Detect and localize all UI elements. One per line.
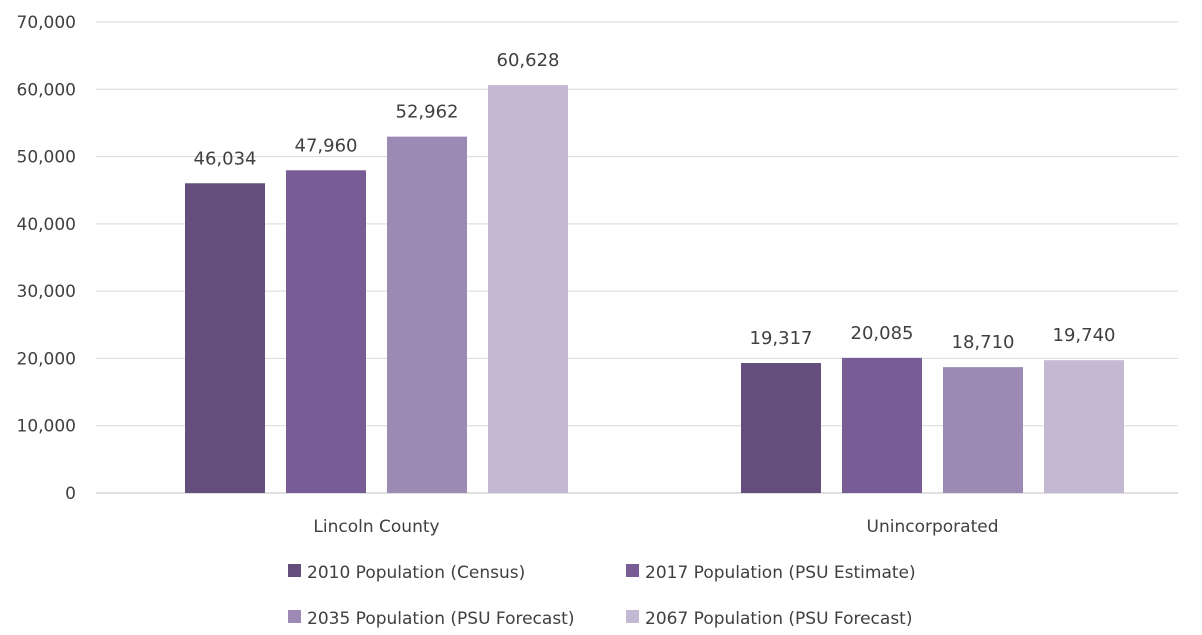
x-axis-categories: Lincoln County Unincorporated bbox=[313, 517, 998, 537]
legend-label: 2035 Population (PSU Forecast) bbox=[307, 609, 574, 629]
data-label: 46,034 bbox=[194, 148, 257, 169]
legend-swatch bbox=[288, 610, 301, 623]
legend-swatch bbox=[626, 610, 639, 623]
data-label: 47,960 bbox=[295, 135, 358, 156]
legend: 2010 Population (Census) 2017 Population … bbox=[288, 563, 916, 629]
bar bbox=[741, 363, 821, 493]
y-tick-label: 50,000 bbox=[17, 148, 76, 168]
data-label: 20,085 bbox=[851, 323, 914, 344]
bar bbox=[842, 357, 922, 493]
y-tick-label: 30,000 bbox=[17, 282, 76, 302]
gridlines bbox=[96, 21, 1178, 494]
data-labels: 46,034 19,317 47,960 20,085 52,962 18,710 60,6… bbox=[194, 50, 1116, 353]
legend-swatch bbox=[288, 564, 301, 577]
data-label: 18,710 bbox=[952, 332, 1015, 353]
bar bbox=[185, 183, 265, 493]
y-tick-label: 70,000 bbox=[17, 13, 76, 33]
data-label: 52,962 bbox=[396, 102, 459, 123]
legend-label: 2017 Population (PSU Estimate) bbox=[645, 563, 916, 583]
data-label: 60,628 bbox=[497, 50, 560, 71]
bar bbox=[1044, 360, 1124, 493]
category-label: Unincorporated bbox=[867, 517, 999, 537]
bar bbox=[286, 170, 366, 493]
bar bbox=[387, 136, 467, 493]
y-tick-label: 40,000 bbox=[17, 215, 76, 235]
data-label: 19,317 bbox=[750, 328, 813, 349]
legend-label: 2010 Population (Census) bbox=[307, 563, 525, 583]
category-label: Lincoln County bbox=[313, 517, 439, 537]
y-tick-label: 0 bbox=[65, 484, 76, 504]
legend-swatch bbox=[626, 564, 639, 577]
data-label: 19,740 bbox=[1053, 325, 1116, 346]
y-tick-label: 20,000 bbox=[17, 349, 76, 369]
y-tick-label: 60,000 bbox=[17, 80, 76, 100]
bars bbox=[185, 85, 1124, 493]
legend-label: 2067 Population (PSU Forecast) bbox=[645, 609, 912, 629]
bar bbox=[488, 85, 568, 493]
bar bbox=[943, 367, 1023, 493]
y-tick-label: 10,000 bbox=[17, 417, 76, 437]
y-axis-ticks: 0 10,000 20,000 30,000 40,000 50,000 60,000 70,… bbox=[17, 13, 76, 504]
